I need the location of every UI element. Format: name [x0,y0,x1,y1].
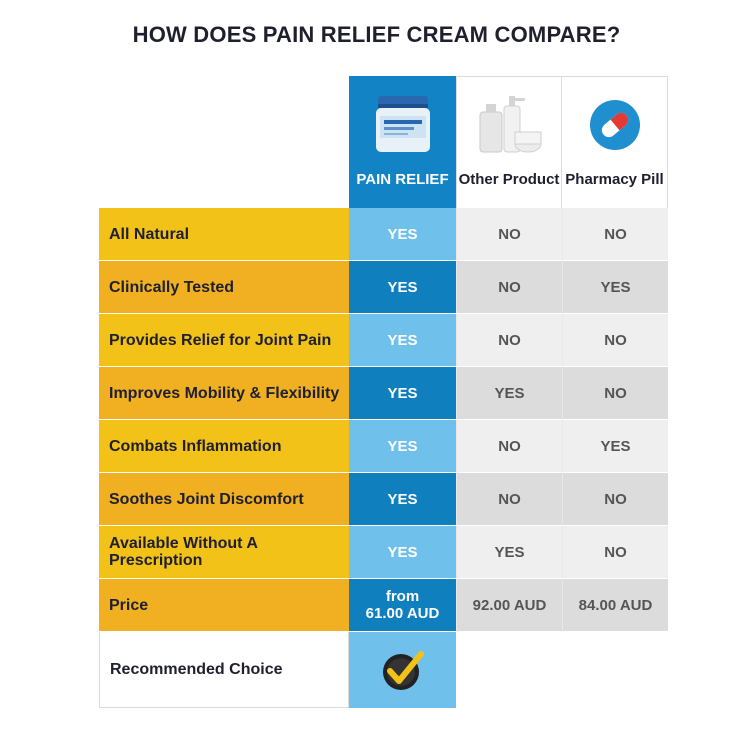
header-spacer [99,76,349,208]
recommended-cell [349,632,456,708]
table-row: Improves Mobility & Flexibility YES YES … [99,367,669,420]
comparison-table: PAIN RELIEF Other Product [99,76,669,708]
pharmacy-pill-value: NO [562,473,668,526]
pain-relief-price: from 61.00 AUD [349,579,456,632]
feature-label: Combats Inflammation [99,420,349,473]
pain-relief-value: YES [349,261,456,314]
other-product-value: NO [456,314,562,367]
pharmacy-pill-value: NO [562,208,668,261]
column-header-pain-relief: PAIN RELIEF [349,76,456,208]
column-label: Pharmacy Pill [565,171,664,188]
recommended-label: Recommended Choice [99,632,349,708]
pharmacy-pill-value: NO [562,367,668,420]
column-header-pharmacy-pill: Pharmacy Pill [562,76,668,208]
feature-label: Improves Mobility & Flexibility [99,367,349,420]
cream-jar-icon [372,89,434,161]
table-row: Available Without A Prescription YES YES… [99,526,669,579]
recommended-row: Recommended Choice [99,632,669,708]
feature-label: Available Without A Prescription [99,526,349,579]
column-header-other-product: Other Product [456,76,562,208]
pill-icon [589,89,641,161]
column-label: Other Product [458,171,560,188]
other-product-value: NO [456,261,562,314]
other-product-price: 92.00 AUD [456,579,562,632]
table-row: All Natural YES NO NO [99,208,669,261]
cosmetic-bottles-icon [474,89,544,161]
other-product-value: NO [456,208,562,261]
pharmacy-pill-price: 84.00 AUD [562,579,668,632]
feature-label: Soothes Joint Discomfort [99,473,349,526]
pharmacy-pill-value: NO [562,314,668,367]
other-product-value: NO [456,420,562,473]
other-product-value: NO [456,473,562,526]
table-row: Combats Inflammation YES NO YES [99,420,669,473]
pain-relief-value: YES [349,367,456,420]
pain-relief-value: YES [349,314,456,367]
feature-label: Provides Relief for Joint Pain [99,314,349,367]
table-row: Soothes Joint Discomfort YES NO NO [99,473,669,526]
pharmacy-pill-value: NO [562,526,668,579]
pain-relief-value: YES [349,526,456,579]
other-product-value: YES [456,367,562,420]
feature-label: All Natural [99,208,349,261]
feature-label: Clinically Tested [99,261,349,314]
pain-relief-value: YES [349,208,456,261]
pain-relief-value: YES [349,420,456,473]
checkmark-badge-icon [382,651,424,690]
column-label: PAIN RELIEF [356,171,449,188]
table-header: PAIN RELIEF Other Product [99,76,669,208]
pain-relief-value: YES [349,473,456,526]
other-product-value: YES [456,526,562,579]
table-row: Provides Relief for Joint Pain YES NO NO [99,314,669,367]
table-row: Clinically Tested YES NO YES [99,261,669,314]
feature-label: Price [99,579,349,632]
pharmacy-pill-value: YES [562,261,668,314]
pharmacy-pill-value: YES [562,420,668,473]
table-row-price: Price from 61.00 AUD 92.00 AUD 84.00 AUD [99,579,669,632]
page-title: HOW DOES PAIN RELIEF CREAM COMPARE? [132,22,621,47]
